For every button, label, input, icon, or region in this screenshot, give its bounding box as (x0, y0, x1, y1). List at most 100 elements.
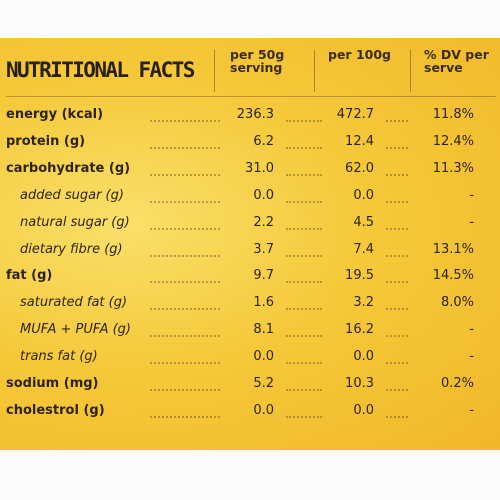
leader-dots (150, 406, 220, 418)
col-header-per100g: per 100g (328, 47, 391, 62)
nutrient-row: trans fat (g) 0.0 0.0 - (0, 349, 500, 377)
leader-dots (150, 164, 220, 176)
leader-dots (286, 218, 322, 230)
value-per-serving: 0.0 (253, 349, 274, 365)
value-per-serving: 5.2 (253, 376, 274, 391)
leader-dots (286, 110, 322, 122)
nutrient-row: carbohydrate (g) 31.0 62.0 11.3% (0, 161, 500, 189)
value-per-100g: 0.0 (353, 349, 374, 365)
leader-dots (386, 218, 408, 230)
column-divider (214, 50, 215, 92)
column-divider (410, 50, 411, 92)
value-per-100g: 10.3 (345, 376, 374, 391)
value-per-serving: 6.2 (253, 133, 274, 149)
nutrient-label: natural sugar (g) (20, 214, 130, 230)
leader-dots (386, 164, 408, 176)
value-per-serving: 9.7 (253, 268, 274, 284)
leader-dots (386, 245, 408, 257)
leader-dots (150, 137, 220, 149)
leader-dots (150, 110, 220, 122)
leader-dots (386, 271, 408, 284)
value-dv: 14.5% (432, 268, 474, 284)
nutrient-row: dietary fibre (g) 3.7 7.4 13.1% (0, 242, 500, 270)
leader-dots (286, 379, 322, 391)
value-per-serving: 3.7 (253, 241, 274, 257)
value-dv: 0.2% (440, 376, 474, 391)
nutrient-label: energy (kcal) (6, 107, 104, 122)
value-dv: - (469, 402, 474, 418)
leader-dots (386, 379, 408, 391)
nutrition-label: NUTRITIONAL FACTS per 50g serving per 10… (0, 38, 500, 450)
leader-dots (386, 191, 408, 203)
nutrient-row: protein (g) 6.2 12.4 12.4% (0, 134, 500, 162)
value-per-100g: 19.5 (345, 268, 374, 284)
leader-dots (386, 406, 408, 418)
value-per-100g: 472.7 (336, 107, 374, 122)
nutrient-label: MUFA + PUFA (g) (20, 322, 131, 338)
leader-dots (386, 352, 408, 365)
value-dv: 11.8% (432, 107, 474, 122)
value-dv: - (469, 187, 474, 203)
leader-dots (286, 298, 322, 311)
nutrient-label: saturated fat (g) (20, 295, 128, 311)
leader-dots (386, 325, 408, 338)
leader-dots (150, 218, 220, 230)
nutrient-row: cholestrol (g) 0.0 0.0 - (0, 403, 500, 431)
leader-dots (386, 110, 408, 122)
nutrient-row: sodium (mg) 5.2 10.3 0.2% (0, 376, 500, 404)
header-divider (6, 96, 496, 97)
col-header-dv: % DV per serve (424, 47, 489, 75)
leader-dots (150, 191, 220, 203)
leader-dots (150, 379, 220, 391)
leader-dots (150, 352, 220, 365)
value-per-100g: 0.0 (353, 402, 374, 418)
leader-dots (150, 271, 220, 284)
leader-dots (386, 298, 408, 311)
value-per-serving: 8.1 (253, 322, 274, 338)
value-per-100g: 62.0 (345, 160, 374, 176)
leader-dots (286, 271, 322, 284)
leader-dots (286, 137, 322, 149)
nutrient-label: dietary fibre (g) (20, 241, 123, 257)
leader-dots (286, 164, 322, 176)
nutrient-label: added sugar (g) (20, 187, 124, 203)
nutrient-row: energy (kcal) 236.3 472.7 11.8% (0, 107, 500, 135)
leader-dots (286, 245, 322, 257)
column-divider (314, 50, 315, 92)
nutrient-label: carbohydrate (g) (6, 160, 131, 176)
leader-dots (150, 298, 220, 311)
leader-dots (150, 245, 220, 257)
value-per-serving: 0.0 (253, 187, 274, 203)
nutrient-row: natural sugar (g) 2.2 4.5 - (0, 215, 500, 243)
value-per-serving: 31.0 (245, 160, 274, 176)
nutrient-row: MUFA + PUFA (g) 8.1 16.2 - (0, 322, 500, 350)
nutrient-row: fat (g) 9.7 19.5 14.5% (0, 268, 500, 296)
value-per-100g: 4.5 (353, 214, 374, 230)
value-per-serving: 0.0 (253, 402, 274, 418)
nutrient-label: trans fat (g) (20, 349, 98, 365)
value-per-serving: 2.2 (253, 214, 274, 230)
value-per-100g: 0.0 (353, 187, 374, 203)
value-per-serving: 1.6 (253, 295, 274, 311)
value-dv: - (469, 349, 474, 365)
value-dv: - (469, 322, 474, 338)
value-per-100g: 3.2 (353, 295, 374, 311)
value-per-100g: 16.2 (345, 322, 374, 338)
value-per-100g: 12.4 (345, 133, 374, 149)
leader-dots (286, 406, 322, 418)
value-per-serving: 236.3 (236, 107, 274, 122)
label-title: NUTRITIONAL FACTS (6, 58, 195, 82)
nutrient-label: fat (g) (6, 268, 53, 284)
nutrient-label: cholestrol (g) (6, 402, 105, 418)
value-dv: 12.4% (432, 133, 474, 149)
value-dv: 8.0% (440, 295, 474, 311)
nutrient-row: added sugar (g) 0.0 0.0 - (0, 188, 500, 216)
value-per-100g: 7.4 (353, 241, 374, 257)
leader-dots (150, 325, 220, 338)
leader-dots (286, 352, 322, 365)
nutrient-label: protein (g) (6, 133, 86, 149)
leader-dots (286, 325, 322, 338)
value-dv: - (469, 214, 474, 230)
value-dv: 13.1% (432, 241, 474, 257)
nutrient-row: saturated fat (g) 1.6 3.2 8.0% (0, 295, 500, 323)
